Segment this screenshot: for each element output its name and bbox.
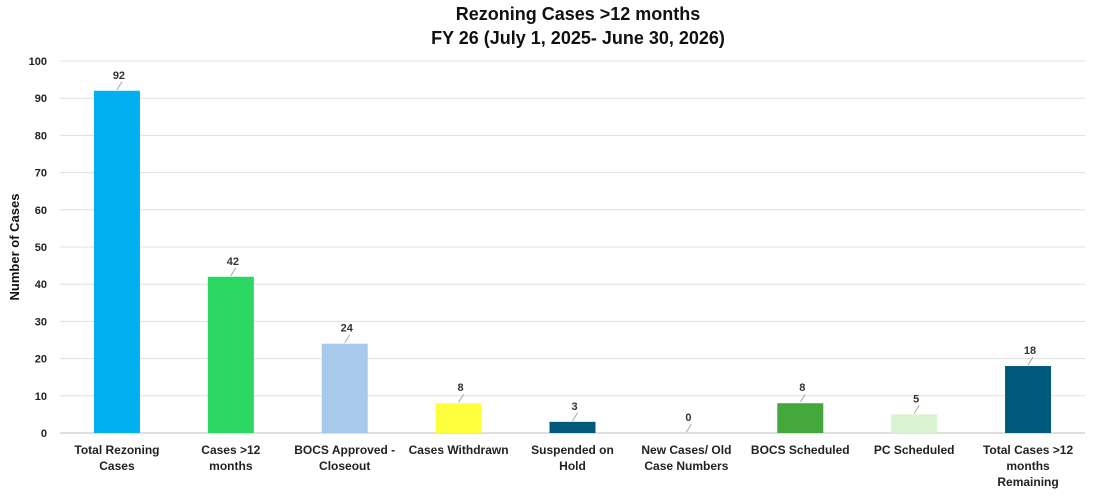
x-category-label: PC Scheduled [874, 443, 955, 457]
x-category-label: New Cases/ Old Case Numbers [641, 443, 731, 473]
bar [891, 414, 938, 433]
data-label: 92 [113, 70, 125, 82]
y-tick-label: 0 [41, 428, 47, 440]
data-label-leader [913, 405, 920, 414]
x-category-label: Total Cases >12 months Remaining [983, 443, 1073, 489]
data-label: 8 [458, 382, 464, 394]
data-label: 42 [227, 256, 239, 268]
data-label-leader [344, 334, 351, 343]
bar [207, 276, 254, 433]
data-label: 8 [799, 382, 805, 394]
y-tick-label: 80 [35, 130, 47, 142]
chart-title-line-2: FY 26 (July 1, 2025- June 30, 2026) [431, 28, 725, 48]
data-labels: 92 42 24 8 3 0 8 5 18 [113, 70, 1036, 433]
data-label-leader [799, 393, 806, 403]
y-axis-ticks: 0 10 20 30 40 50 60 70 80 90 100 [29, 56, 47, 440]
bar [93, 90, 140, 433]
y-tick-label: 20 [35, 354, 47, 366]
y-tick-label: 30 [35, 316, 47, 328]
x-axis-categories: Total Rezoning Cases Cases >12 months BOCS A… [74, 443, 1073, 489]
x-category-label: Total Rezoning Cases [74, 443, 159, 473]
data-label: 3 [571, 401, 577, 413]
bar [777, 403, 824, 433]
x-category-label: BOCS Approved -Closeout [294, 443, 395, 473]
bar [549, 421, 596, 433]
x-category-label: Suspended on Hold [531, 443, 614, 473]
x-category-label: Cases >12 months [201, 443, 260, 473]
bar [435, 403, 482, 433]
y-tick-label: 60 [35, 205, 47, 217]
data-label-leader [1027, 356, 1034, 366]
y-tick-label: 50 [35, 242, 47, 254]
x-category-label: Cases Withdrawn [409, 443, 509, 457]
data-label-leader [685, 423, 692, 433]
y-tick-label: 90 [35, 93, 47, 105]
data-label: 24 [341, 323, 354, 335]
data-label-leader [116, 81, 123, 91]
y-tick-label: 70 [35, 168, 47, 180]
y-axis-title: Number of Cases [7, 194, 22, 301]
bars [93, 90, 1052, 433]
y-tick-label: 10 [35, 391, 47, 403]
data-label: 5 [913, 393, 919, 405]
data-label-leader [230, 267, 237, 277]
x-category-label: BOCS Scheduled [751, 443, 850, 457]
bar [1005, 366, 1052, 433]
chart-title-line-1: Rezoning Cases >12 months [455, 4, 701, 24]
data-label-leader [458, 393, 465, 403]
y-tick-label: 100 [29, 56, 47, 68]
chart-title: Rezoning Cases >12 months FY 26 (July 1,… [0, 2, 1097, 50]
y-tick-label: 40 [35, 279, 47, 291]
data-label-leader [572, 412, 578, 422]
data-label: 0 [685, 412, 691, 424]
bar [321, 343, 368, 433]
data-label: 18 [1024, 345, 1036, 357]
